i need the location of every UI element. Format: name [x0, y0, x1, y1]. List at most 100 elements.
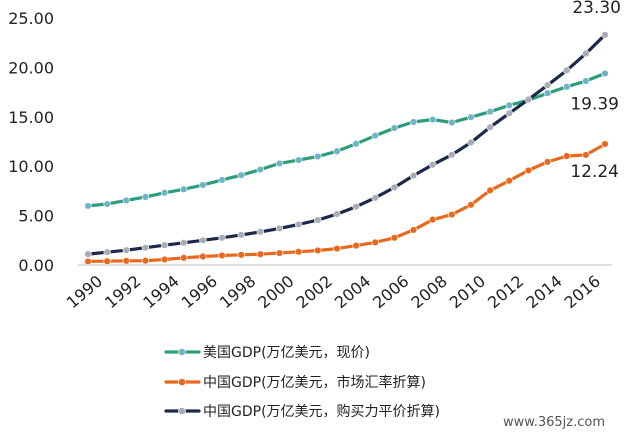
x-tick-label: 2002 [293, 271, 336, 312]
data-point [256, 165, 265, 174]
x-tick-label: 1990 [63, 271, 106, 312]
data-point [333, 244, 341, 253]
legend-label: 中国GDP(万亿美元，购买力平价折算) [203, 404, 440, 420]
data-point [314, 216, 322, 224]
legend-swatch-marker [178, 407, 186, 415]
data-point [122, 257, 130, 265]
data-point [103, 248, 111, 256]
data-point [199, 181, 207, 189]
data-point [371, 131, 379, 140]
data-point [371, 238, 379, 247]
data-point [294, 220, 303, 229]
data-point [333, 147, 341, 155]
data-point [563, 83, 571, 91]
data-point [256, 228, 265, 236]
x-tick-label: 2004 [331, 271, 374, 312]
x-tick-label: 2010 [446, 271, 489, 312]
legend-swatch-marker [178, 378, 186, 386]
data-point [352, 203, 360, 211]
data-point [256, 250, 265, 258]
y-tick-labels: 0.00 5.00 10.00 15.00 20.00 25.00 [8, 9, 54, 275]
data-point [409, 171, 418, 180]
series-0 [84, 69, 609, 210]
data-point [314, 152, 322, 161]
x-tick-label: 1998 [216, 271, 259, 312]
data-point [352, 140, 360, 148]
series-layer [84, 31, 609, 266]
data-point [582, 77, 590, 85]
series-line [86, 33, 607, 256]
data-point [180, 185, 188, 194]
data-point [122, 246, 130, 254]
data-point [505, 177, 513, 185]
end-value-label: 12.24 [570, 162, 619, 182]
legend-item: 中国GDP(万亿美元，购买力平价折算) [164, 404, 440, 420]
data-point [294, 248, 303, 256]
x-tick-label: 1996 [178, 271, 221, 312]
data-point [505, 101, 513, 110]
y-tick-label: 10.00 [8, 157, 54, 176]
legend-swatch-marker [178, 348, 186, 356]
legend-item: 中国GDP(万亿美元，市场汇率折算) [164, 374, 426, 391]
data-point [141, 193, 150, 201]
end-value-label: 19.39 [570, 94, 619, 114]
data-point [160, 189, 169, 197]
data-point [141, 244, 150, 252]
data-point [390, 183, 399, 192]
data-point [84, 250, 92, 258]
data-point [601, 140, 609, 148]
data-point [103, 257, 111, 265]
data-point [486, 186, 494, 195]
data-point [141, 256, 150, 265]
legend-label: 中国GDP(万亿美元，市场汇率折算) [203, 374, 426, 391]
data-point [543, 89, 552, 97]
data-point [199, 236, 207, 245]
data-point [352, 241, 360, 250]
data-point [237, 251, 245, 259]
x-tick-label: 1994 [139, 271, 182, 312]
data-point [601, 69, 609, 78]
data-point [563, 66, 571, 75]
data-point [467, 201, 475, 209]
legend: 美国GDP(万亿美元，现价) 中国GDP(万亿美元，市场汇率折算) 中国GDP(万亿… [164, 345, 440, 420]
y-tick-label: 15.00 [8, 108, 54, 127]
data-point [448, 118, 456, 127]
data-point [180, 254, 188, 262]
x-tick-label: 2000 [254, 271, 297, 312]
data-point [467, 138, 475, 147]
data-point [333, 210, 341, 218]
series-2 [84, 31, 609, 258]
data-point [486, 123, 494, 131]
data-point [180, 239, 188, 247]
x-tick-label: 2006 [369, 271, 412, 312]
watermark: www.365jz.com [503, 415, 605, 430]
series-line [86, 71, 607, 208]
data-point [160, 241, 169, 249]
data-point [524, 95, 533, 104]
data-point [428, 161, 437, 169]
data-point [390, 234, 399, 242]
data-point [275, 224, 284, 233]
data-point [103, 200, 111, 208]
data-point [409, 118, 418, 126]
data-point [543, 158, 552, 166]
data-point [199, 252, 207, 261]
data-point [84, 257, 92, 266]
data-point [160, 255, 169, 264]
data-point [84, 202, 92, 210]
data-point [218, 176, 226, 184]
x-tick-label: 2012 [484, 271, 527, 312]
data-point [428, 115, 437, 124]
data-point [275, 249, 284, 257]
x-tick-label: 2008 [407, 271, 450, 312]
data-point [582, 151, 590, 159]
data-point [218, 251, 226, 260]
data-point [294, 156, 303, 164]
data-point [524, 166, 533, 175]
y-tick-label: 20.00 [8, 58, 54, 77]
x-tick-label: 1992 [101, 271, 144, 312]
end-labels: 19.39 12.24 23.30 [570, 0, 621, 182]
data-point [122, 196, 130, 205]
data-point [409, 226, 418, 234]
